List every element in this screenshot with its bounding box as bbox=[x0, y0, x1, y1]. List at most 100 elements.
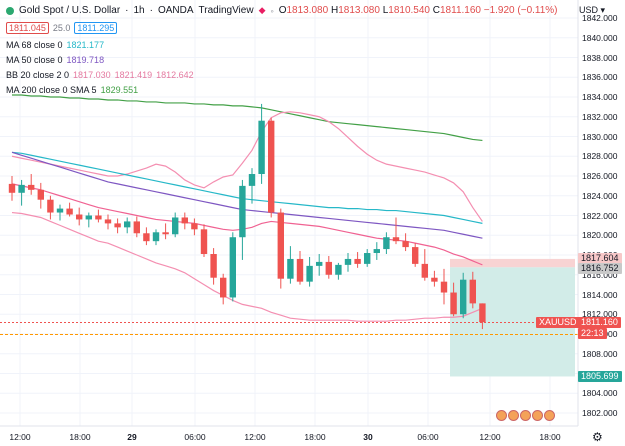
candle-body bbox=[18, 184, 25, 193]
price-tick-label: 1812.000 bbox=[582, 309, 618, 320]
price-tick-label: 1804.000 bbox=[582, 388, 618, 399]
candle-body bbox=[469, 279, 476, 304]
indicator-name: MA 200 close 0 SMA 5 bbox=[6, 85, 97, 95]
price-tick-label: 1824.000 bbox=[582, 190, 618, 201]
candle-body bbox=[28, 184, 35, 190]
indicator-lines bbox=[11, 94, 483, 322]
economic-event-icon[interactable] bbox=[520, 410, 531, 421]
candle-body bbox=[344, 258, 352, 265]
candle-body bbox=[479, 303, 486, 323]
interval-label[interactable]: 1h bbox=[133, 5, 145, 16]
exchange-label: OANDA bbox=[157, 5, 194, 16]
indicator-legend-row[interactable]: MA 200 close 0 SMA 5 1829.551 bbox=[6, 85, 142, 95]
flag-icon[interactable]: ◆ bbox=[258, 5, 266, 15]
current-price-tag: 1811.160 bbox=[578, 316, 621, 328]
time-tick-label: 12:00 bbox=[244, 432, 266, 442]
candle-body bbox=[47, 199, 54, 213]
chart-header: Gold Spot / U.S. Dollar · 1h · OANDA Tra… bbox=[6, 5, 558, 16]
candle-body bbox=[133, 221, 140, 234]
indicator-value: 1817.030 bbox=[73, 70, 111, 80]
candle-body bbox=[460, 279, 467, 315]
candle-body bbox=[277, 212, 284, 279]
bollinger-lower-line bbox=[11, 211, 483, 322]
price-tick-label: 1822.000 bbox=[582, 210, 618, 221]
candle-body bbox=[421, 263, 428, 278]
target-price-tag: 1805.699 bbox=[578, 371, 622, 383]
candle-body bbox=[143, 233, 150, 242]
economic-event-icon[interactable] bbox=[496, 410, 507, 421]
indicator-legend-row[interactable]: MA 68 close 0 1821.177 bbox=[6, 40, 108, 50]
settings-gear-icon[interactable]: ⚙ bbox=[592, 430, 603, 444]
economic-event-icon[interactable] bbox=[508, 410, 519, 421]
time-tick-label: 18:00 bbox=[304, 432, 326, 442]
spread-value: 25.0 bbox=[52, 23, 71, 33]
indicator-name: MA 68 close 0 bbox=[6, 40, 63, 50]
candle-body bbox=[373, 249, 380, 254]
events-strip[interactable] bbox=[496, 410, 555, 421]
symbol-price-tag: XAUUSD bbox=[536, 316, 580, 328]
bollinger-upper-line bbox=[11, 111, 483, 222]
time-tick-label: 12:00 bbox=[9, 432, 31, 442]
candle-body bbox=[335, 264, 342, 275]
candle-body bbox=[181, 217, 188, 224]
price-tick-label: 1838.000 bbox=[582, 52, 618, 63]
bollinger-basis-line bbox=[11, 183, 483, 266]
candlesticks bbox=[8, 103, 486, 330]
candle-body bbox=[239, 185, 246, 238]
price-tick-label: 1836.000 bbox=[582, 72, 618, 83]
ohlc-dot-icon: ◦ bbox=[270, 5, 274, 16]
price-tick-label: 1814.000 bbox=[582, 289, 618, 300]
candle-body bbox=[152, 232, 160, 242]
candle-body bbox=[66, 208, 73, 215]
currency-selector[interactable]: USD ▾ bbox=[578, 5, 605, 15]
symbol-separator: · bbox=[149, 5, 153, 16]
symbol-separator: · bbox=[125, 5, 129, 16]
price-tick-label: 1830.000 bbox=[582, 131, 618, 142]
time-tick-label: 29 bbox=[127, 432, 137, 442]
indicator-value: 1812.642 bbox=[156, 70, 194, 80]
price-tick-label: 1826.000 bbox=[582, 171, 618, 181]
candle-body bbox=[162, 232, 169, 235]
market-status-icon bbox=[6, 6, 14, 15]
bar-countdown-tag: 22:13 bbox=[578, 327, 607, 339]
indicator-value: 1829.551 bbox=[100, 85, 139, 95]
indicator-value: 1821.419 bbox=[114, 70, 153, 80]
ma50-line bbox=[11, 151, 483, 239]
indicator-value: 1819.718 bbox=[66, 55, 105, 65]
ohlc-readout: O1813.080 H1813.080 L1810.540 C1811.160 … bbox=[278, 5, 558, 16]
candle-body bbox=[104, 219, 112, 224]
economic-event-icon[interactable] bbox=[532, 410, 543, 421]
candle-body bbox=[172, 217, 179, 235]
indicator-value: 1821.177 bbox=[66, 40, 105, 50]
time-tick-label: 18:00 bbox=[539, 432, 561, 442]
entry-price-tag: 1816.752 bbox=[578, 263, 622, 275]
buy-button[interactable]: 1811.295 bbox=[74, 22, 118, 34]
sell-button[interactable]: 1811.045 bbox=[6, 22, 49, 34]
candle-body bbox=[325, 261, 332, 275]
stop-loss-zone[interactable] bbox=[450, 258, 575, 268]
candle-body bbox=[229, 237, 236, 298]
candle-body bbox=[364, 253, 371, 264]
candle-body bbox=[95, 215, 102, 220]
candle-body bbox=[287, 258, 294, 279]
time-tick-label: 18:00 bbox=[69, 432, 91, 442]
economic-event-icon[interactable] bbox=[544, 410, 555, 421]
candle-body bbox=[258, 120, 265, 175]
stop-price-tag: 1817.604 bbox=[578, 252, 622, 264]
candle-body bbox=[37, 189, 44, 200]
indicator-legend-row[interactable]: MA 50 close 0 1819.718 bbox=[6, 55, 108, 65]
price-tick-label: 1832.000 bbox=[582, 111, 618, 122]
candle-body bbox=[248, 174, 256, 186]
candle-body bbox=[316, 261, 323, 266]
candle-body bbox=[191, 223, 198, 230]
candle-body bbox=[450, 292, 457, 315]
candle-body bbox=[268, 120, 275, 213]
price-tick-label: 1802.000 bbox=[582, 408, 618, 418]
candle-body bbox=[85, 215, 92, 220]
candle-body bbox=[440, 281, 448, 293]
price-tick-label: 1820.000 bbox=[582, 230, 618, 241]
symbol-name[interactable]: Gold Spot / U.S. Dollar bbox=[19, 5, 121, 16]
time-tick-label: 30 bbox=[363, 432, 373, 442]
indicator-legend-row[interactable]: BB 20 close 2 0 1817.030 1821.419 1812.642 bbox=[6, 70, 198, 80]
